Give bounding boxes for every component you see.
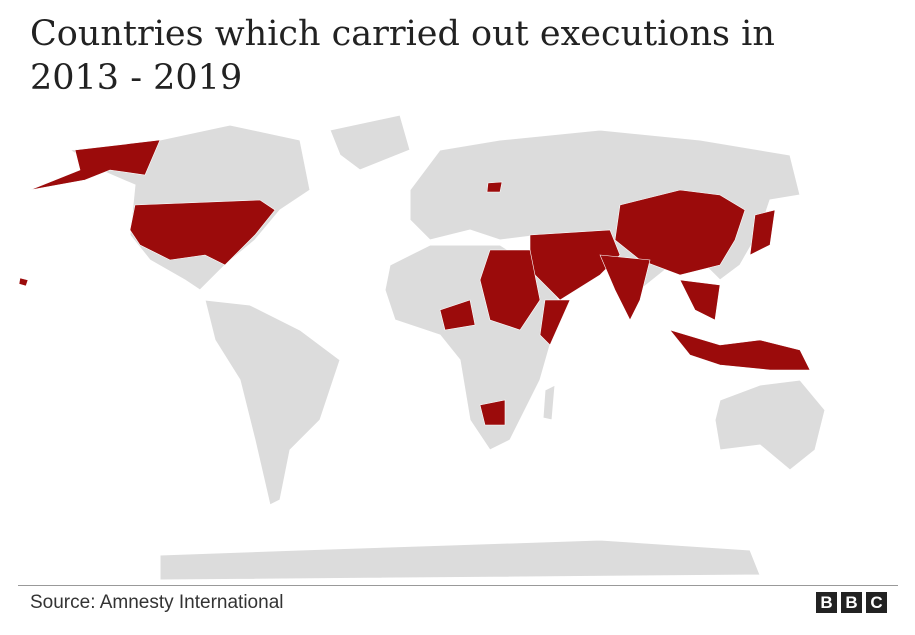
bbc-logo: B B C bbox=[816, 592, 887, 613]
logo-letter: C bbox=[866, 592, 887, 613]
logo-letter: B bbox=[841, 592, 862, 613]
source: Source: Amnesty International bbox=[30, 592, 284, 613]
title: Countries which carried out executions i… bbox=[30, 14, 775, 98]
divider bbox=[18, 585, 898, 586]
executing-countries bbox=[18, 139, 811, 426]
logo-letter: B bbox=[816, 592, 837, 613]
